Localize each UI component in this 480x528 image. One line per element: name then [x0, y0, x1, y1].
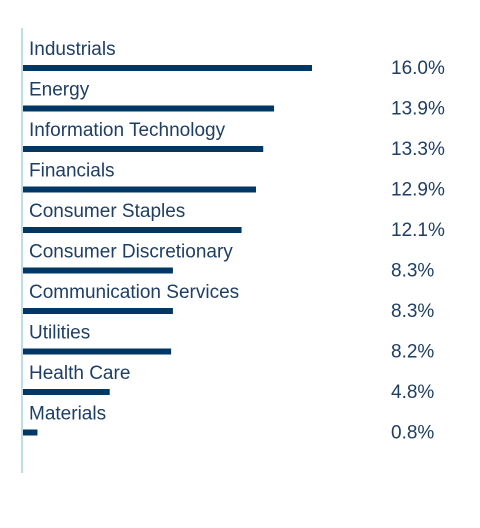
- bar: [23, 429, 38, 436]
- category-label: Communication Services: [29, 282, 239, 303]
- value-label: 4.8%: [391, 382, 434, 403]
- bar: [23, 267, 173, 274]
- bar: [23, 105, 275, 112]
- bar: [23, 389, 110, 395]
- bar: [23, 308, 173, 314]
- bar-marks: Industrials 16.0% Energy 13.9% Information T…: [23, 39, 445, 444]
- category-label: Utilities: [29, 323, 90, 344]
- category-label: Energy: [29, 80, 90, 101]
- category-label: Information Technology: [29, 120, 226, 141]
- value-label: 13.3%: [391, 139, 445, 160]
- category-label: Health Care: [29, 363, 130, 384]
- category-label: Financials: [29, 161, 115, 182]
- bar: [23, 146, 264, 152]
- category-label: Industrials: [29, 39, 116, 60]
- bar: [23, 227, 242, 233]
- value-label: 8.3%: [391, 301, 434, 322]
- value-label: 13.9%: [391, 99, 445, 120]
- value-label: 0.8%: [391, 423, 434, 444]
- value-label: 16.0%: [391, 58, 445, 79]
- bar: [23, 65, 312, 71]
- value-label: 8.2%: [391, 342, 434, 363]
- category-label: Consumer Staples: [29, 201, 185, 222]
- value-label: 12.1%: [391, 220, 445, 241]
- category-label: Materials: [29, 404, 106, 425]
- value-label: 8.3%: [391, 261, 434, 282]
- category-label: Consumer Discretionary: [29, 242, 233, 263]
- bar: [23, 348, 172, 355]
- value-label: 12.9%: [391, 180, 445, 201]
- bar: [23, 186, 257, 193]
